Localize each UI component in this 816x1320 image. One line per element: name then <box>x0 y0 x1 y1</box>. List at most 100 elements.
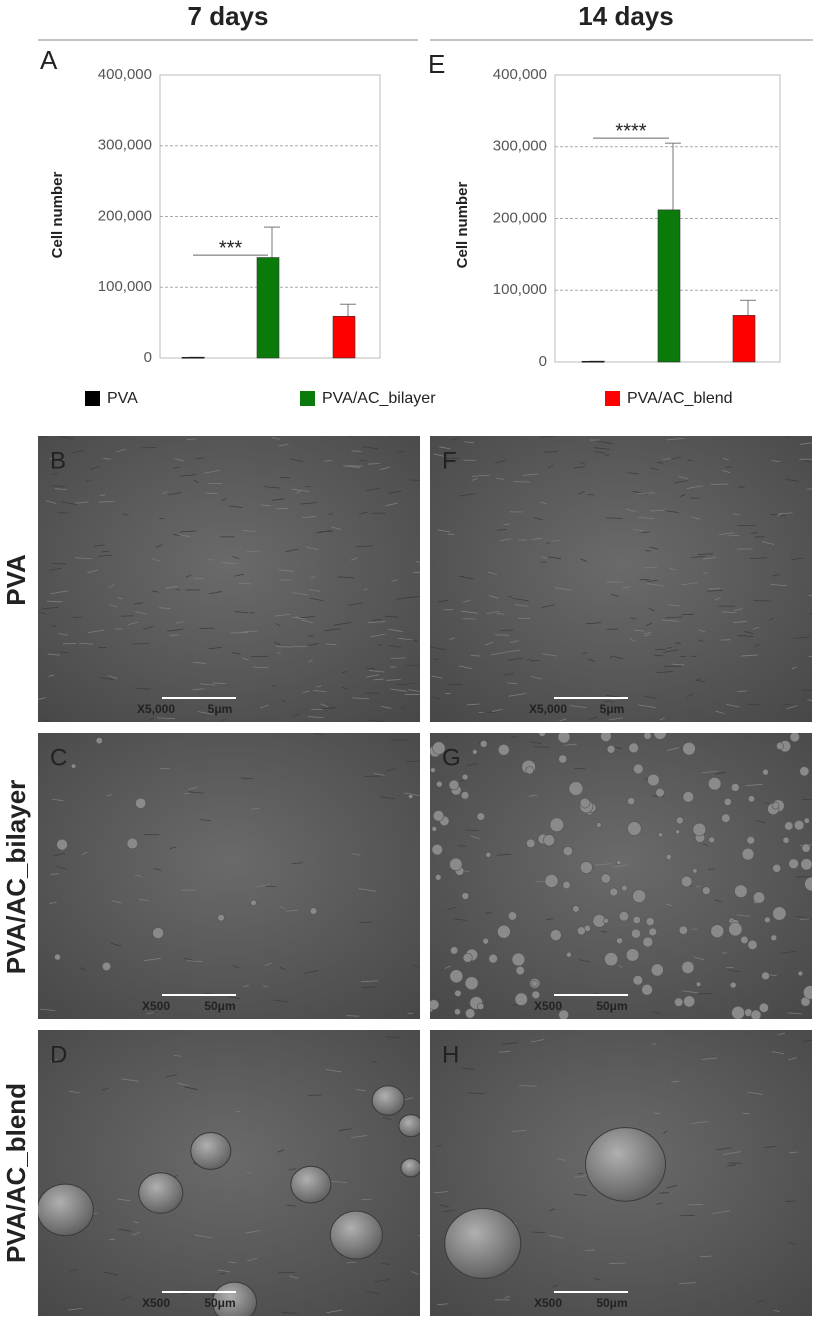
bar <box>181 356 205 359</box>
texture <box>159 517 165 520</box>
texture <box>752 626 760 630</box>
texture <box>625 508 637 513</box>
particle <box>482 937 489 945</box>
texture <box>397 683 415 686</box>
particle <box>799 766 810 777</box>
texture <box>439 446 451 450</box>
texture <box>643 631 652 635</box>
texture <box>670 456 682 460</box>
texture <box>101 1087 109 1091</box>
particle <box>449 969 464 984</box>
particle <box>647 773 660 787</box>
texture <box>716 1147 732 1151</box>
texture <box>792 636 810 639</box>
texture <box>346 1261 357 1264</box>
texture <box>398 637 413 641</box>
texture <box>507 657 524 661</box>
texture <box>358 459 368 462</box>
texture <box>531 1231 546 1234</box>
texture <box>593 1277 601 1281</box>
texture <box>431 675 443 679</box>
texture <box>663 649 679 653</box>
particle <box>101 961 112 971</box>
texture <box>200 819 211 822</box>
texture <box>671 663 685 666</box>
texture <box>701 770 718 774</box>
texture <box>593 447 610 450</box>
particle <box>461 892 470 900</box>
texture <box>310 597 324 602</box>
texture <box>151 558 160 562</box>
texture <box>661 619 679 622</box>
particle <box>764 916 771 924</box>
particle <box>658 832 664 838</box>
texture <box>770 584 787 587</box>
texture <box>470 835 480 840</box>
particle <box>56 838 68 851</box>
texture <box>433 453 446 457</box>
sem-image <box>430 436 812 722</box>
texture <box>271 437 280 440</box>
y-tick-label: 300,000 <box>493 138 547 155</box>
texture <box>281 1312 298 1314</box>
texture <box>580 558 588 562</box>
texture <box>55 488 68 491</box>
texture <box>413 964 420 969</box>
texture <box>117 1198 131 1202</box>
texture <box>46 600 63 603</box>
texture <box>197 711 213 715</box>
texture <box>337 576 354 579</box>
texture <box>277 1271 296 1274</box>
particle <box>572 905 580 913</box>
texture <box>291 862 303 865</box>
particle <box>511 952 526 967</box>
particle <box>435 874 442 881</box>
texture <box>52 563 67 565</box>
texture <box>459 665 473 670</box>
texture <box>292 592 309 596</box>
texture <box>121 1296 131 1301</box>
texture <box>249 612 255 614</box>
texture <box>45 500 57 504</box>
texture <box>328 512 334 516</box>
texture <box>787 1241 796 1245</box>
texture <box>542 653 557 657</box>
particle <box>531 979 539 987</box>
particle <box>750 1009 762 1019</box>
particle <box>472 749 478 755</box>
texture <box>799 918 810 920</box>
texture <box>691 1121 708 1124</box>
particle <box>800 858 812 871</box>
texture <box>329 1180 347 1183</box>
particle <box>450 946 459 955</box>
particle <box>436 780 443 788</box>
texture <box>747 1091 763 1095</box>
particle <box>431 844 443 856</box>
texture <box>380 705 392 709</box>
texture <box>633 529 644 532</box>
texture <box>644 633 651 637</box>
texture <box>176 1082 188 1087</box>
texture <box>442 1209 456 1213</box>
texture <box>622 586 631 589</box>
particle <box>604 952 619 967</box>
texture <box>276 651 281 655</box>
texture <box>167 628 184 632</box>
texture <box>291 488 310 492</box>
particle <box>618 911 630 922</box>
texture <box>242 630 259 633</box>
texture <box>695 678 701 682</box>
texture <box>192 688 205 691</box>
texture <box>146 1012 154 1015</box>
texture <box>740 654 759 657</box>
texture <box>388 628 403 633</box>
texture <box>548 1208 556 1212</box>
texture <box>594 440 613 445</box>
texture <box>388 490 402 494</box>
texture <box>358 511 368 515</box>
texture <box>385 1036 401 1039</box>
particle <box>729 981 737 989</box>
texture <box>256 884 271 888</box>
magnification: X500 <box>534 1296 562 1310</box>
texture <box>569 705 587 708</box>
